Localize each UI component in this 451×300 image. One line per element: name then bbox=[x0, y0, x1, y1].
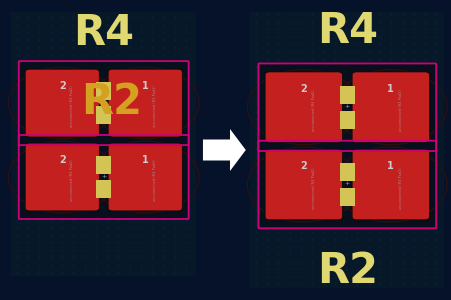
Text: unconnected (R4 Pad1): unconnected (R4 Pad1) bbox=[399, 90, 403, 131]
FancyBboxPatch shape bbox=[25, 69, 99, 137]
FancyBboxPatch shape bbox=[265, 149, 342, 220]
FancyBboxPatch shape bbox=[259, 141, 435, 228]
Text: 1: 1 bbox=[387, 161, 394, 171]
Bar bbox=[340, 163, 355, 181]
Text: unconnected (R4 Pad1): unconnected (R4 Pad1) bbox=[153, 159, 157, 201]
Text: R4: R4 bbox=[73, 12, 134, 54]
Text: 2: 2 bbox=[300, 84, 307, 94]
Text: unconnected (R4 Pad2): unconnected (R4 Pad2) bbox=[70, 85, 74, 127]
Text: R4: R4 bbox=[317, 10, 378, 52]
Bar bbox=[97, 180, 111, 198]
FancyBboxPatch shape bbox=[108, 143, 182, 211]
Text: 1: 1 bbox=[142, 155, 148, 165]
Bar bbox=[97, 82, 111, 100]
FancyBboxPatch shape bbox=[259, 64, 435, 150]
Text: 1: 1 bbox=[142, 81, 148, 91]
Bar bbox=[250, 12, 444, 288]
FancyBboxPatch shape bbox=[20, 62, 188, 145]
Text: 2: 2 bbox=[59, 155, 65, 165]
Bar bbox=[340, 188, 355, 206]
FancyBboxPatch shape bbox=[265, 72, 342, 142]
Bar bbox=[11, 12, 196, 276]
FancyBboxPatch shape bbox=[108, 69, 182, 137]
Text: unconnected (R4 Pad2): unconnected (R4 Pad2) bbox=[312, 167, 316, 208]
Text: unconnected (R4 Pad2): unconnected (R4 Pad2) bbox=[312, 90, 316, 131]
Text: +: + bbox=[345, 104, 350, 109]
FancyBboxPatch shape bbox=[20, 136, 188, 218]
Bar bbox=[97, 106, 111, 124]
FancyBboxPatch shape bbox=[352, 72, 429, 142]
Text: +: + bbox=[101, 174, 106, 178]
Text: 1: 1 bbox=[387, 84, 394, 94]
Text: 2: 2 bbox=[59, 81, 65, 91]
Bar bbox=[97, 156, 111, 174]
Text: R2: R2 bbox=[317, 250, 378, 292]
Text: +: + bbox=[345, 181, 350, 186]
Text: unconnected (R4 Pad1): unconnected (R4 Pad1) bbox=[399, 167, 403, 208]
Bar bbox=[340, 110, 355, 129]
Bar bbox=[340, 86, 355, 104]
FancyBboxPatch shape bbox=[352, 149, 429, 220]
Text: 2: 2 bbox=[300, 161, 307, 171]
Text: unconnected (R4 Pad2): unconnected (R4 Pad2) bbox=[70, 159, 74, 201]
Text: unconnected (R4 Pad1): unconnected (R4 Pad1) bbox=[153, 85, 157, 127]
Text: +: + bbox=[101, 100, 106, 105]
Text: R2: R2 bbox=[81, 81, 143, 123]
Polygon shape bbox=[203, 129, 246, 171]
FancyBboxPatch shape bbox=[25, 143, 99, 211]
